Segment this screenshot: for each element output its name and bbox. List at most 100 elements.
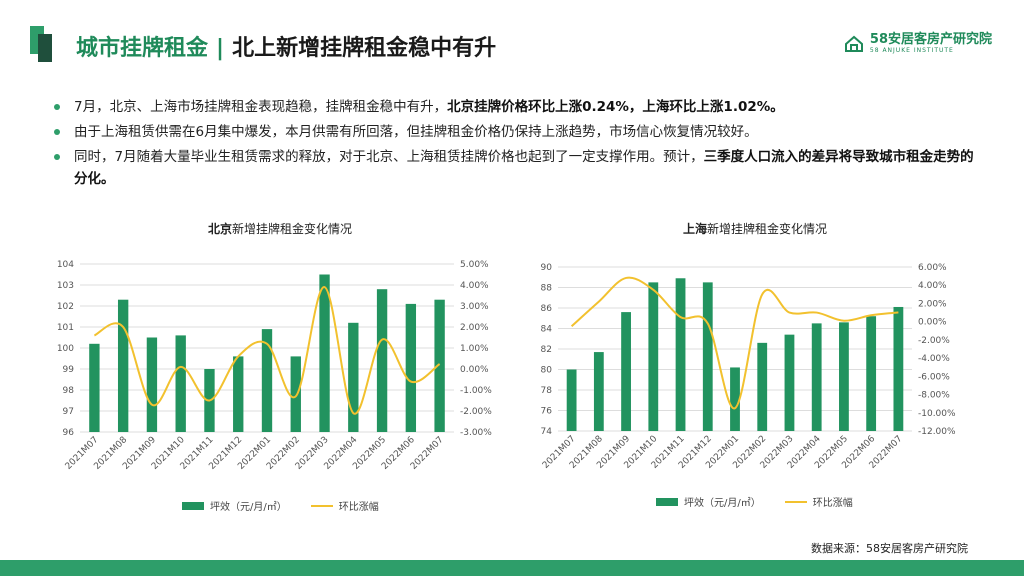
y-right-tick-label: 2.00% <box>918 299 947 309</box>
y-right-tick-label: 4.00% <box>460 281 489 291</box>
bullet-item-2: 由于上海租赁供需在6月集中爆发，本月供需有所回落，但挂牌租金价格仍保持上涨趋势，… <box>54 121 974 143</box>
y-left-tick-label: 104 <box>57 260 74 270</box>
logo: 58安居客房产研究院 58 ANJUKE INSTITUTE <box>844 33 992 55</box>
bar <box>702 282 713 431</box>
bar <box>146 337 158 432</box>
bar <box>319 274 330 432</box>
y-right-tick-label: 4.00% <box>918 281 947 291</box>
bar <box>893 306 904 431</box>
chart-title: 上海新增挂牌租金变化情况 <box>520 220 990 237</box>
chart-legend: 坪效（元/月/㎡） 环比涨幅 <box>656 494 853 509</box>
bar <box>175 335 186 432</box>
bar <box>376 289 388 432</box>
series-line <box>93 286 441 415</box>
title-part2: 北上新增挂牌租金稳中有升 <box>232 36 497 61</box>
bullet-text: 7月，北京、上海市场挂牌租金表现趋稳，挂牌租金稳中有升， <box>74 99 448 115</box>
y-right-tick-label: 1.00% <box>460 344 489 354</box>
y-left-tick-label: 101 <box>57 323 74 333</box>
y-right-tick-label: -2.00% <box>460 407 492 417</box>
bar <box>290 356 301 432</box>
bar <box>621 312 631 431</box>
bar <box>566 369 577 431</box>
y-right-tick-label: -12.00% <box>918 427 956 437</box>
y-left-tick-label: 99 <box>63 365 75 375</box>
bullet-item-1: 7月，北京、上海市场挂牌租金表现趋稳，挂牌租金稳中有升，北京挂牌价格环比上涨0.… <box>54 96 974 118</box>
chart-title: 北京新增挂牌租金变化情况 <box>40 220 520 237</box>
bullet-item-3: 同时，7月随着大量毕业生租赁需求的释放，对于北京、上海租赁挂牌价格也起到了一定支… <box>54 146 974 190</box>
y-right-tick-label: -8.00% <box>918 391 950 401</box>
y-left-tick-label: 96 <box>63 428 75 438</box>
y-left-tick-label: 97 <box>63 407 74 417</box>
y-right-tick-label: -1.00% <box>460 386 492 396</box>
bar <box>648 282 659 431</box>
chart-legend: 坪效（元/月/㎡） 环比涨幅 <box>182 498 379 513</box>
y-right-tick-label: -10.00% <box>918 409 956 419</box>
y-left-tick-label: 98 <box>63 386 75 396</box>
y-right-tick-label: -4.00% <box>918 354 950 364</box>
bar <box>434 299 445 432</box>
title-part1: 城市挂牌租金 <box>76 36 209 61</box>
y-right-tick-label: 0.00% <box>460 365 489 375</box>
y-right-tick-label: -3.00% <box>460 428 492 438</box>
y-left-tick-label: 100 <box>57 344 74 354</box>
chart-title-rest: 新增挂牌租金变化情况 <box>707 222 828 236</box>
chart-title-rest: 新增挂牌租金变化情况 <box>232 222 353 236</box>
y-right-tick-label: 5.00% <box>460 260 489 270</box>
bar <box>233 356 244 432</box>
y-left-tick-label: 86 <box>541 304 553 314</box>
header-decoration-dark <box>38 34 52 62</box>
bar <box>675 278 686 431</box>
legend-bar-label: 坪效（元/月/㎡） <box>210 502 287 513</box>
legend-line-label: 环比涨幅 <box>338 502 379 513</box>
y-left-tick-label: 82 <box>541 345 552 355</box>
y-left-tick-label: 102 <box>57 302 74 312</box>
y-left-tick-label: 84 <box>541 325 553 335</box>
y-right-tick-label: -6.00% <box>918 372 950 382</box>
data-source: 数据来源：58安居客房产研究院 <box>811 542 968 555</box>
bar <box>593 352 604 431</box>
logo-en: 58 ANJUKE INSTITUTE <box>869 47 954 54</box>
y-left-tick-label: 103 <box>57 281 74 291</box>
series-line <box>570 276 899 410</box>
y-left-tick-label: 76 <box>541 407 553 417</box>
chart-title-city: 北京 <box>207 222 232 236</box>
bullet-bold: 北京挂牌价格环比上涨0.24%，上海环比上涨1.02%。 <box>447 99 784 115</box>
chart-title-city: 上海 <box>682 222 707 236</box>
bar <box>784 334 795 431</box>
legend-bar-swatch <box>656 497 678 506</box>
y-left-tick-label: 90 <box>541 263 553 273</box>
legend-bar-swatch <box>182 501 204 510</box>
legend-line-label: 环比涨幅 <box>812 498 853 509</box>
bullet-text: 同时，7月随着大量毕业生租赁需求的释放，对于北京、上海租赁挂牌价格也起到了一定支… <box>74 149 704 165</box>
bar <box>348 322 359 432</box>
legend-bar-label: 坪效（元/月/㎡） <box>684 498 761 509</box>
legend-line-swatch <box>784 500 807 503</box>
y-right-tick-label: 0.00% <box>918 318 947 328</box>
y-right-tick-label: -2.00% <box>918 336 950 346</box>
y-left-tick-label: 88 <box>541 284 553 294</box>
bar <box>730 367 740 431</box>
logo-name: 58安居客房产研究院 <box>869 32 992 47</box>
bar <box>117 299 129 432</box>
bar <box>89 343 100 432</box>
legend-line-swatch <box>310 504 333 507</box>
bar <box>866 316 877 431</box>
title-separator: | <box>216 36 225 61</box>
bullet-text: 由于上海租赁供需在6月集中爆发，本月供需有所回落，但挂牌租金价格仍保持上涨趋势，… <box>74 124 758 140</box>
bar <box>261 329 273 432</box>
y-left-tick-label: 80 <box>541 366 553 376</box>
y-right-tick-label: 6.00% <box>918 263 947 273</box>
shanghai-chart: 上海新增挂牌租金变化情况 74 76 78 80 82 84 86 88 90 -12.00% -1… <box>520 212 990 524</box>
y-left-tick-label: 78 <box>541 386 553 396</box>
beijing-chart-svg: 96 97 98 99 100 101 102 103 104 -3.00% -2.00% -1.00… <box>57 260 492 472</box>
y-right-tick-label: 3.00% <box>460 302 489 312</box>
page-title: 城市挂牌租金 | 北上新增挂牌租金稳中有升 <box>76 30 496 62</box>
y-left-tick-label: 74 <box>541 427 553 437</box>
bar <box>811 323 822 431</box>
bullet-list: 7月，北京、上海市场挂牌租金表现趋稳，挂牌租金稳中有升，北京挂牌价格环比上涨0.… <box>54 96 974 193</box>
shanghai-chart-svg: 74 76 78 80 82 84 86 88 90 -12.00% -10.00% -8.00% -6… <box>541 263 956 471</box>
bullet-bold: 三季度人口流入的差异将导致城市租金走势的分化。 <box>74 149 974 187</box>
bar <box>839 322 849 431</box>
bar <box>405 303 417 432</box>
bottom-bar <box>0 560 1024 576</box>
